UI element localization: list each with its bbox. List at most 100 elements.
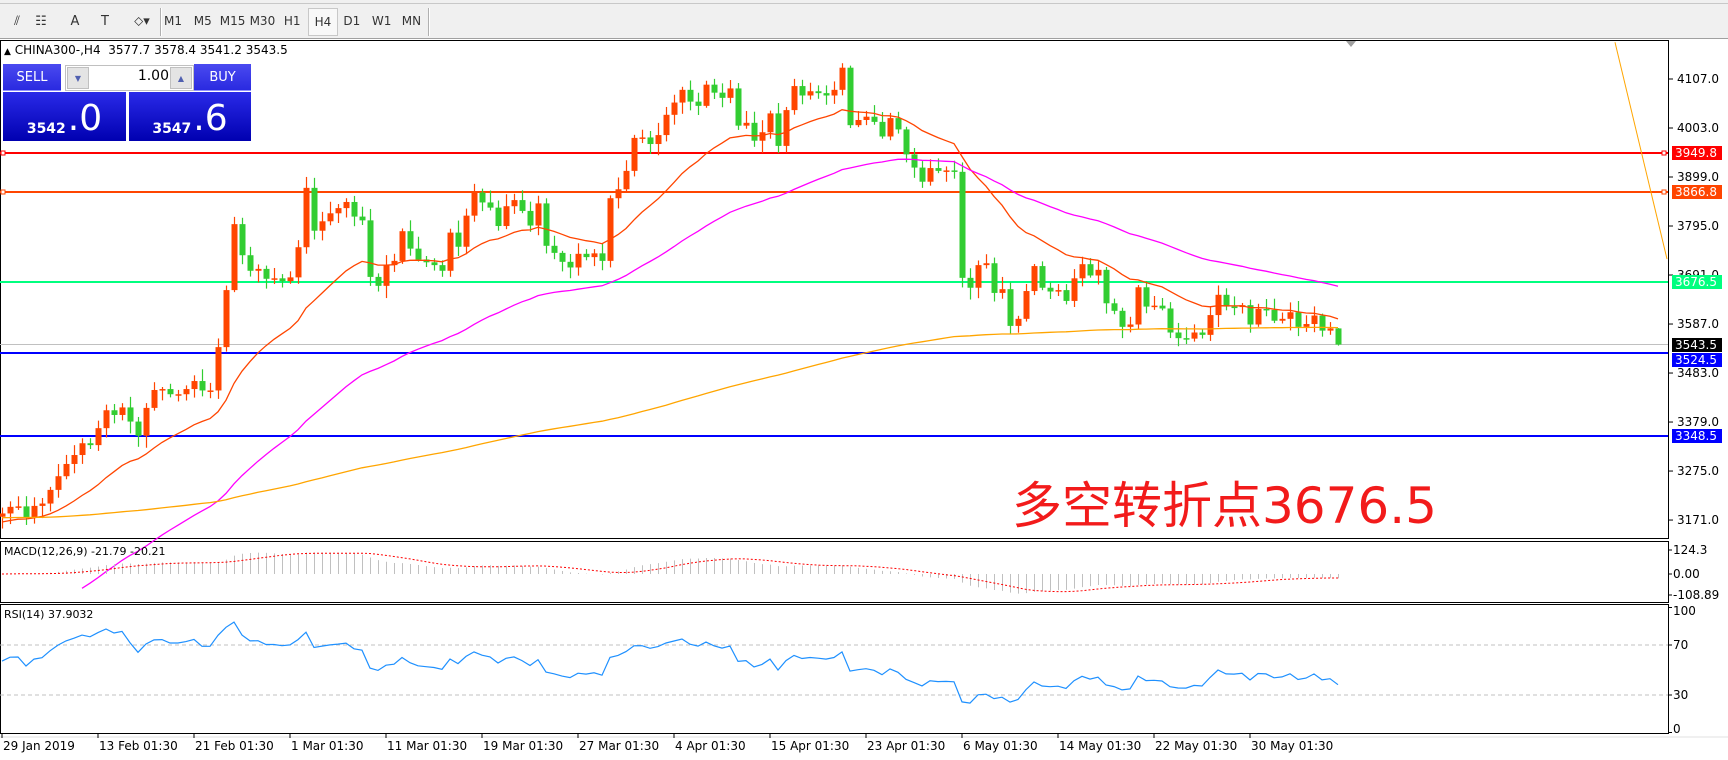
annotation-text: 多空转折点3676.5: [1012, 477, 1437, 535]
candle-body: [591, 253, 598, 258]
candle-body: [383, 265, 390, 286]
rsi-tick-label: 0: [1673, 722, 1681, 736]
candle-body: [239, 224, 246, 256]
chart-shift-marker-icon[interactable]: [1346, 41, 1356, 47]
candle-body: [1127, 324, 1134, 327]
candle: [103, 404, 110, 438]
candle: [983, 254, 990, 269]
level-price-label: 3524.5: [1672, 353, 1722, 367]
candle-body: [775, 113, 782, 146]
timeframe-d1[interactable]: D1: [343, 14, 361, 28]
price-tick-label: 3379.0: [1677, 415, 1719, 429]
candle: [143, 403, 150, 448]
candle-body: [359, 216, 366, 221]
line-anchor-handle[interactable]: [0, 150, 6, 156]
candle: [871, 105, 878, 125]
level-price-label: 3866.8: [1672, 185, 1722, 199]
candle: [47, 486, 54, 512]
candle-body: [623, 170, 630, 190]
candle-body: [799, 86, 806, 96]
timeframe-w1[interactable]: W1: [371, 14, 392, 28]
line-anchor-handle[interactable]: [0, 189, 6, 195]
timeframe-h4[interactable]: H4: [308, 8, 338, 36]
text-icon[interactable]: A: [70, 13, 80, 29]
sell-button[interactable]: SELL: [3, 64, 61, 91]
text-label-icon[interactable]: T: [101, 13, 109, 29]
candle: [423, 256, 430, 268]
buy-button[interactable]: BUY: [194, 64, 251, 91]
sell-price-button[interactable]: 3542 .0: [3, 92, 126, 141]
candle-body: [935, 168, 942, 171]
candle-body: [415, 248, 422, 260]
timeframe-m5[interactable]: M5: [193, 14, 212, 28]
line-anchor-handle[interactable]: [1661, 189, 1667, 195]
arrows-icon[interactable]: ⬦▾: [134, 13, 150, 29]
top-strip: [0, 0, 1728, 4]
elliott-icon[interactable]: ⫽: [14, 13, 20, 29]
line-anchor-handle[interactable]: [1661, 150, 1667, 156]
candle: [1039, 261, 1046, 291]
candle: [495, 200, 502, 231]
ohlc-high: 3578.4: [154, 43, 197, 57]
candle: [15, 496, 22, 510]
fibo-icon[interactable]: ☷: [35, 13, 47, 29]
lot-increase-icon[interactable]: ▲: [170, 67, 192, 89]
lot-size-stepper[interactable]: ▼ 1.00 ▲: [65, 65, 194, 91]
timeframe-mn[interactable]: MN: [401, 14, 422, 28]
macd-histogram: [10, 552, 1339, 594]
candle-body: [431, 262, 438, 266]
candle-body: [1335, 328, 1342, 345]
timeframe-m15[interactable]: M15: [219, 14, 246, 28]
timeframe-m30[interactable]: M30: [249, 14, 276, 28]
ma-mid-line: [81, 158, 1339, 589]
candle-body: [791, 86, 798, 111]
candle: [823, 85, 830, 105]
candle-body: [711, 84, 718, 93]
time-tick-label: 1 Mar 01:30: [291, 739, 364, 753]
candle-body: [959, 171, 966, 278]
candle-body: [463, 215, 470, 247]
candle: [1223, 288, 1230, 311]
lot-size-input[interactable]: 1.00: [137, 68, 169, 84]
candle-body: [743, 122, 750, 126]
candle: [1031, 263, 1038, 296]
candle: [1295, 300, 1302, 337]
candle-body: [615, 189, 622, 199]
candle-body: [1023, 291, 1030, 319]
candle-body: [391, 260, 398, 266]
rsi-tick-label: 100: [1673, 604, 1696, 618]
candle-body: [135, 421, 142, 436]
candle-body: [199, 381, 206, 391]
candle-body: [823, 93, 830, 96]
candle-body: [855, 119, 862, 126]
candle-body: [15, 506, 22, 508]
candle: [167, 383, 174, 398]
candle: [903, 126, 910, 163]
candle: [239, 217, 246, 265]
candle: [207, 382, 214, 399]
candle-body: [1271, 309, 1278, 321]
lot-decrease-icon[interactable]: ▼: [67, 67, 89, 89]
candle-body: [23, 506, 30, 518]
candle-body: [575, 253, 582, 268]
candle: [1247, 299, 1254, 333]
trend-line[interactable]: [1614, 42, 1668, 260]
candle-body: [1063, 290, 1070, 301]
candle-body: [975, 265, 982, 288]
timeframe-h1[interactable]: H1: [283, 14, 301, 28]
rsi-tick-label: 70: [1673, 638, 1689, 652]
candle-body: [1119, 310, 1126, 327]
candle: [775, 103, 782, 153]
timeframe-m1[interactable]: M1: [164, 14, 182, 28]
price-tick-label: 3899.0: [1677, 170, 1719, 184]
candle-body: [1055, 290, 1062, 292]
candle: [631, 134, 638, 177]
candle: [863, 110, 870, 126]
collapse-triangle-icon[interactable]: ▲: [4, 47, 11, 57]
candle: [455, 220, 462, 256]
candle-body: [543, 203, 550, 246]
candle-body: [871, 116, 878, 122]
buy-price-button[interactable]: 3547 .6: [129, 92, 251, 141]
candle: [951, 160, 958, 179]
